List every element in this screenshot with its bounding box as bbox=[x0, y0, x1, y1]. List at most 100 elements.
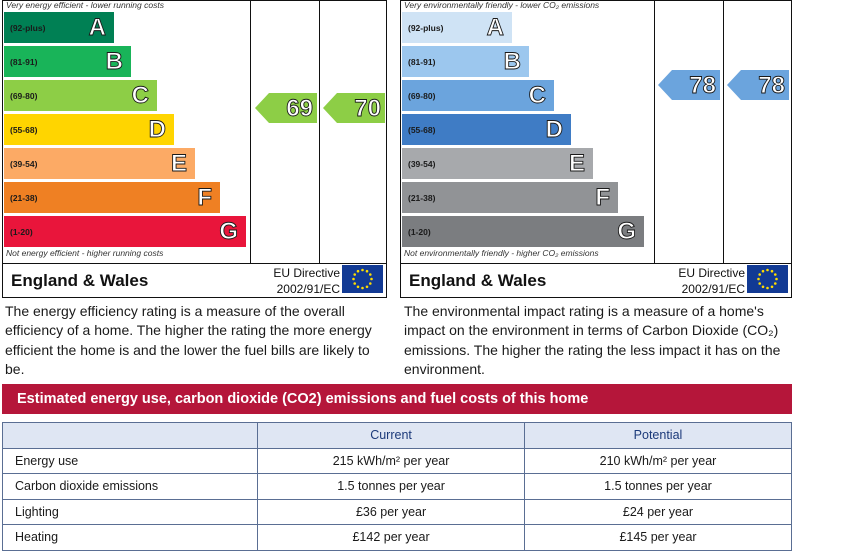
energy-band-c: (69-80) C bbox=[4, 80, 157, 111]
band-letter: A bbox=[486, 13, 504, 41]
star-icon bbox=[361, 286, 364, 290]
estimated-costs-banner: Estimated energy use, carbon dioxide (CO… bbox=[2, 384, 792, 414]
potential-value: 1.5 tonnes per year bbox=[524, 473, 792, 500]
band-letter: F bbox=[197, 183, 213, 211]
star-icon bbox=[773, 282, 777, 285]
energy-region-label: England & Wales bbox=[11, 271, 149, 290]
star-icon bbox=[761, 285, 765, 289]
star-icon bbox=[368, 282, 372, 285]
eu-flag-icon bbox=[747, 265, 788, 293]
chart-footer-divider bbox=[3, 263, 386, 264]
energy-band-g: (1-20) G bbox=[4, 216, 246, 247]
directive-line: EU Directive bbox=[678, 266, 745, 280]
energy-top-caption: Very energy efficient - lower running co… bbox=[6, 0, 164, 10]
chart-divider bbox=[654, 1, 655, 263]
co2-band-d: (55-68) D bbox=[402, 114, 571, 145]
star-icon bbox=[356, 269, 360, 273]
environmental-rating-description: The environmental impact rating is a mea… bbox=[404, 303, 781, 377]
star-icon bbox=[770, 269, 774, 273]
band-letter: B bbox=[503, 47, 521, 75]
band-letter: E bbox=[568, 149, 586, 177]
potential-value: £145 per year bbox=[524, 524, 792, 551]
co2-band-a: (92-plus) A bbox=[402, 12, 512, 43]
band-range: (21-38) bbox=[408, 192, 436, 203]
star-icon bbox=[352, 277, 355, 281]
energy-band-f: (21-38) F bbox=[4, 182, 220, 213]
star-icon bbox=[368, 273, 372, 276]
table-header-row: Current Potential bbox=[1, 422, 792, 449]
band-letter: G bbox=[617, 217, 637, 245]
chart-footer-divider bbox=[401, 263, 791, 264]
energy-potential-rating-arrow: 70 bbox=[323, 93, 385, 123]
band-range: (39-54) bbox=[408, 158, 436, 169]
band-range: (1-20) bbox=[10, 226, 33, 237]
band-range: (92-plus) bbox=[10, 22, 46, 33]
row-label: Carbon dioxide emissions bbox=[1, 473, 259, 500]
table-row: Carbon dioxide emissions 1.5 tonnes per … bbox=[1, 473, 792, 500]
column-header-potential: Potential bbox=[524, 422, 792, 449]
band-range: (92-plus) bbox=[408, 22, 444, 33]
energy-band-e: (39-54) E bbox=[4, 148, 195, 179]
star-icon bbox=[770, 285, 774, 289]
star-icon bbox=[766, 286, 769, 290]
star-icon bbox=[775, 277, 778, 281]
energy-eu-directive: EU Directive 2002/91/EC bbox=[265, 265, 340, 297]
row-label: Heating bbox=[1, 524, 259, 551]
co2-current-rating-arrow: 78 bbox=[658, 70, 720, 100]
star-icon bbox=[758, 282, 762, 285]
band-letter: B bbox=[105, 47, 123, 75]
eu-stars bbox=[757, 268, 778, 290]
band-range: (55-68) bbox=[10, 124, 38, 135]
energy-band-d: (55-68) D bbox=[4, 114, 174, 145]
band-letter: C bbox=[131, 81, 149, 109]
environmental-impact-chart: Very environmentally friendly - lower CO… bbox=[400, 0, 792, 298]
band-range: (81-91) bbox=[408, 56, 436, 67]
co2-bottom-caption: Not environmentally friendly - higher CO… bbox=[404, 248, 599, 258]
chart-divider bbox=[250, 1, 251, 263]
band-range: (81-91) bbox=[10, 56, 38, 67]
row-label: Energy use bbox=[1, 447, 259, 474]
energy-band-b: (81-91) B bbox=[4, 46, 131, 77]
current-value: 1.5 tonnes per year bbox=[257, 473, 526, 500]
co2-potential-rating: 78 bbox=[758, 72, 786, 100]
chart-divider bbox=[723, 1, 724, 263]
co2-top-caption: Very environmentally friendly - lower CO… bbox=[404, 0, 600, 10]
estimated-costs-table: Current Potential Energy use 215 kWh/m² … bbox=[1, 422, 792, 551]
band-range: (21-38) bbox=[10, 192, 38, 203]
energy-band-a: (92-plus) A bbox=[4, 12, 114, 43]
current-value: £36 per year bbox=[257, 498, 526, 525]
band-letter: F bbox=[595, 183, 611, 211]
band-letter: E bbox=[170, 149, 188, 177]
band-range: (69-80) bbox=[10, 90, 38, 101]
energy-current-rating-arrow: 69 bbox=[255, 93, 317, 123]
chart-divider bbox=[319, 1, 320, 263]
table-row: Lighting £36 per year £24 per year bbox=[1, 498, 792, 525]
star-icon bbox=[370, 277, 373, 281]
co2-region-label: England & Wales bbox=[409, 271, 547, 290]
star-icon bbox=[761, 269, 765, 273]
star-icon bbox=[766, 268, 769, 272]
potential-value: 210 kWh/m² per year bbox=[524, 447, 792, 474]
co2-band-g: (1-20) G bbox=[402, 216, 644, 247]
co2-eu-directive: EU Directive 2002/91/EC bbox=[669, 265, 745, 297]
table-row: Heating £142 per year £145 per year bbox=[1, 524, 792, 551]
band-letter: A bbox=[88, 13, 106, 41]
band-letter: D bbox=[545, 115, 563, 143]
energy-efficiency-chart: Very energy efficient - lower running co… bbox=[2, 0, 387, 298]
directive-line: EU Directive bbox=[273, 266, 340, 280]
co2-band-c: (69-80) C bbox=[402, 80, 554, 111]
band-range: (69-80) bbox=[408, 90, 436, 101]
star-icon bbox=[353, 282, 357, 285]
co2-potential-rating-arrow: 78 bbox=[727, 70, 789, 100]
star-icon bbox=[361, 268, 364, 272]
directive-code: 2002/91/EC bbox=[276, 282, 340, 296]
band-letter: G bbox=[219, 217, 239, 245]
energy-bottom-caption: Not energy efficient - higher running co… bbox=[6, 248, 164, 258]
eu-stars bbox=[352, 268, 373, 290]
energy-rating-description: The energy efficiency rating is a measur… bbox=[5, 303, 372, 377]
star-icon bbox=[758, 273, 762, 276]
star-icon bbox=[356, 285, 360, 289]
band-letter: D bbox=[148, 115, 166, 143]
potential-value: £24 per year bbox=[524, 498, 792, 525]
co2-band-f: (21-38) F bbox=[402, 182, 618, 213]
